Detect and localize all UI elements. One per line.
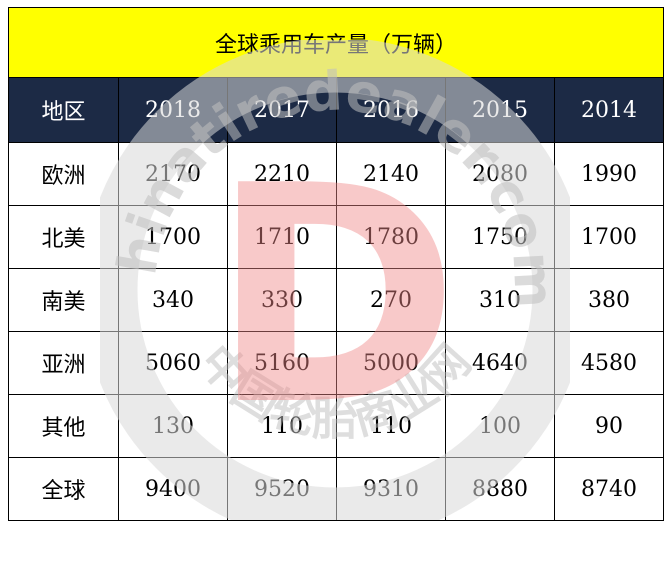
header-year: 2017: [227, 77, 337, 143]
title-row: 全球乘用车产量（万辆）: [7, 7, 665, 78]
table-cell: 1700: [553, 205, 665, 269]
table-cell: 340: [118, 268, 228, 332]
table-row: 其他 130 110 110 100 90: [8, 394, 665, 458]
header-year: 2016: [336, 77, 446, 143]
row-region: 其他: [8, 394, 119, 458]
table-cell: 1700: [118, 205, 228, 269]
row-region: 欧洲: [8, 142, 119, 206]
header-region: 地区: [8, 77, 119, 143]
table-cell: 5060: [118, 331, 228, 395]
table-cell: 5000: [336, 331, 446, 395]
table-cell: 330: [227, 268, 337, 332]
table-cell: 9520: [227, 457, 337, 521]
table-cell: 1750: [445, 205, 555, 269]
table-cell: 8880: [445, 457, 555, 521]
table-cell: 2080: [445, 142, 555, 206]
row-region: 南美: [8, 268, 119, 332]
table-cell: 380: [553, 268, 665, 332]
row-region: 亚洲: [8, 331, 119, 395]
table-cell: 310: [445, 268, 555, 332]
production-table-container: 全球乘用车产量（万辆） 地区 2018 2017 2016 2015 2014 …: [7, 7, 665, 521]
table-cell: 1990: [553, 142, 665, 206]
table-cell: 110: [336, 394, 446, 458]
table-cell: 100: [445, 394, 555, 458]
table-cell: 90: [553, 394, 665, 458]
table-cell: 1780: [336, 205, 446, 269]
table-cell: 270: [336, 268, 446, 332]
table-row: 欧洲 2170 2210 2140 2080 1990: [8, 142, 665, 206]
table-cell: 1710: [227, 205, 337, 269]
table-cell: 8740: [553, 457, 665, 521]
table-cell: 9310: [336, 457, 446, 521]
table-cell: 9400: [118, 457, 228, 521]
table-cell: 2210: [227, 142, 337, 206]
table-row: 南美 340 330 270 310 380: [8, 268, 665, 332]
table-cell: 130: [118, 394, 228, 458]
table-cell: 4580: [553, 331, 665, 395]
production-table: 全球乘用车产量（万辆） 地区 2018 2017 2016 2015 2014 …: [7, 7, 665, 521]
table-row: 全球 9400 9520 9310 8880 8740: [8, 457, 665, 521]
table-cell: 2170: [118, 142, 228, 206]
header-year: 2014: [553, 77, 665, 143]
table-row: 北美 1700 1710 1780 1750 1700: [8, 205, 665, 269]
table-cell: 110: [227, 394, 337, 458]
table-row: 亚洲 5060 5160 5000 4640 4580: [8, 331, 665, 395]
table-cell: 2140: [336, 142, 446, 206]
table-cell: 4640: [445, 331, 555, 395]
row-region: 北美: [8, 205, 119, 269]
header-year: 2015: [445, 77, 555, 143]
table-cell: 5160: [227, 331, 337, 395]
table-title: 全球乘用车产量（万辆）: [7, 7, 665, 78]
header-row: 地区 2018 2017 2016 2015 2014: [8, 77, 665, 143]
row-region: 全球: [8, 457, 119, 521]
header-year: 2018: [118, 77, 228, 143]
